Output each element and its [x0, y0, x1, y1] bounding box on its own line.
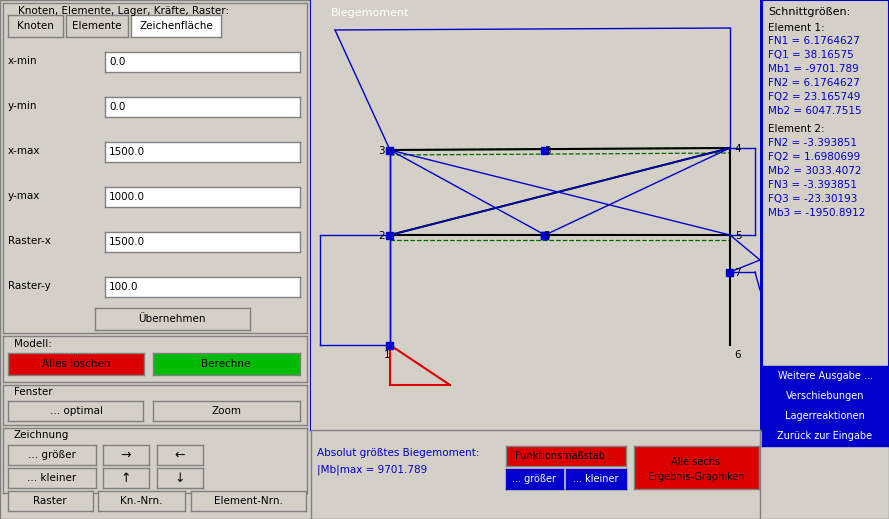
Text: →: →	[121, 448, 132, 461]
Text: Fenster: Fenster	[14, 387, 52, 397]
Text: 3: 3	[379, 146, 385, 156]
Text: Element 1:: Element 1:	[768, 23, 825, 33]
Text: FQ2 = 23.165749: FQ2 = 23.165749	[768, 92, 861, 102]
Bar	[726, 268, 733, 276]
Text: y-min: y-min	[8, 101, 37, 111]
Bar	[387, 231, 394, 239]
Text: FQ3 = -23.30193: FQ3 = -23.30193	[768, 194, 857, 204]
Text: Lagerreaktionen: Lagerreaktionen	[785, 411, 865, 421]
Text: ↓: ↓	[175, 471, 185, 485]
Text: Alles löschen: Alles löschen	[42, 359, 110, 369]
Text: 5: 5	[735, 231, 741, 241]
Text: ... optimal: ... optimal	[50, 406, 102, 416]
Text: ←: ←	[175, 448, 185, 461]
Text: y-max: y-max	[8, 191, 40, 201]
Text: Absolut größtes Biegemoment:: Absolut größtes Biegemoment:	[317, 448, 479, 458]
Text: Mb1 = -9701.789: Mb1 = -9701.789	[768, 64, 859, 74]
Text: Alle sechs: Alle sechs	[671, 457, 721, 467]
Text: Mb2 = 3033.4072: Mb2 = 3033.4072	[768, 166, 861, 176]
Text: Biegemoment: Biegemoment	[331, 8, 409, 18]
Text: Knoten: Knoten	[17, 21, 53, 31]
Text: Mb2 = 6047.7515: Mb2 = 6047.7515	[768, 106, 861, 116]
Text: Weitere Ausgabe ...: Weitere Ausgabe ...	[778, 371, 872, 381]
Text: FN2 = 6.1764627: FN2 = 6.1764627	[768, 78, 860, 88]
Text: 4: 4	[734, 144, 741, 154]
Text: 7: 7	[734, 268, 741, 278]
Text: Raster-x: Raster-x	[8, 236, 51, 246]
Text: |Mb|max = 9701.789: |Mb|max = 9701.789	[317, 465, 428, 475]
Text: ... kleiner: ... kleiner	[28, 473, 76, 483]
Text: Zeichnung: Zeichnung	[14, 430, 69, 440]
Text: Modell:: Modell:	[14, 339, 52, 349]
Text: FN1 = 6.1764627: FN1 = 6.1764627	[768, 36, 860, 46]
Bar	[541, 231, 549, 239]
Text: 0.0: 0.0	[109, 57, 125, 67]
Text: x-max: x-max	[8, 146, 41, 156]
Text: Raster-y: Raster-y	[8, 281, 51, 291]
Text: Zurück zur Eingabe: Zurück zur Eingabe	[778, 431, 873, 441]
Text: Zoom: Zoom	[211, 406, 241, 416]
Text: Verschiebungen: Verschiebungen	[786, 391, 864, 401]
Text: ... kleiner: ... kleiner	[573, 474, 619, 484]
Bar	[387, 342, 394, 348]
Text: Ergebnis-Graphiken: Ergebnis-Graphiken	[648, 472, 744, 482]
Text: 3: 3	[544, 146, 550, 156]
Text: Mb3 = -1950.8912: Mb3 = -1950.8912	[768, 208, 865, 218]
Text: 1000.0: 1000.0	[109, 192, 145, 202]
Text: Raster: Raster	[33, 496, 67, 506]
Text: FN3 = -3.393851: FN3 = -3.393851	[768, 180, 857, 190]
Text: FN2 = -3.393851: FN2 = -3.393851	[768, 138, 857, 148]
Text: 5: 5	[544, 231, 550, 241]
Bar	[541, 231, 549, 239]
Text: ... größer: ... größer	[28, 450, 76, 460]
Text: ↑: ↑	[121, 471, 132, 485]
Text: 0.0: 0.0	[109, 102, 125, 112]
Text: ... größer: ... größer	[512, 474, 556, 484]
Text: 2: 2	[379, 231, 385, 241]
Text: Element 2:: Element 2:	[768, 124, 825, 134]
Text: Funktionsmaßstab ...: Funktionsmaßstab ...	[515, 451, 617, 461]
Text: FQ1 = 38.16575: FQ1 = 38.16575	[768, 50, 853, 60]
Text: Übernehmen: Übernehmen	[139, 314, 205, 324]
Bar	[541, 146, 549, 154]
Text: Knoten, Elemente, Lager, Kräfte, Raster:: Knoten, Elemente, Lager, Kräfte, Raster:	[18, 6, 229, 16]
Text: x-min: x-min	[8, 56, 37, 66]
Text: 1: 1	[383, 350, 390, 360]
Text: FQ2 = 1.6980699: FQ2 = 1.6980699	[768, 152, 861, 162]
Text: 1500.0: 1500.0	[109, 237, 145, 247]
Text: 100.0: 100.0	[109, 282, 139, 292]
Text: Elemente: Elemente	[72, 21, 122, 31]
Text: Kn.-Nrn.: Kn.-Nrn.	[120, 496, 163, 506]
Text: 1500.0: 1500.0	[109, 147, 145, 157]
Text: Zeichenfläche: Zeichenfläche	[139, 21, 212, 31]
Text: Berechne: Berechne	[201, 359, 251, 369]
Text: Schnittgrößen:: Schnittgrößen:	[768, 7, 850, 17]
Text: Element-Nrn.: Element-Nrn.	[213, 496, 283, 506]
Text: 6: 6	[734, 350, 741, 360]
Bar	[387, 146, 394, 154]
